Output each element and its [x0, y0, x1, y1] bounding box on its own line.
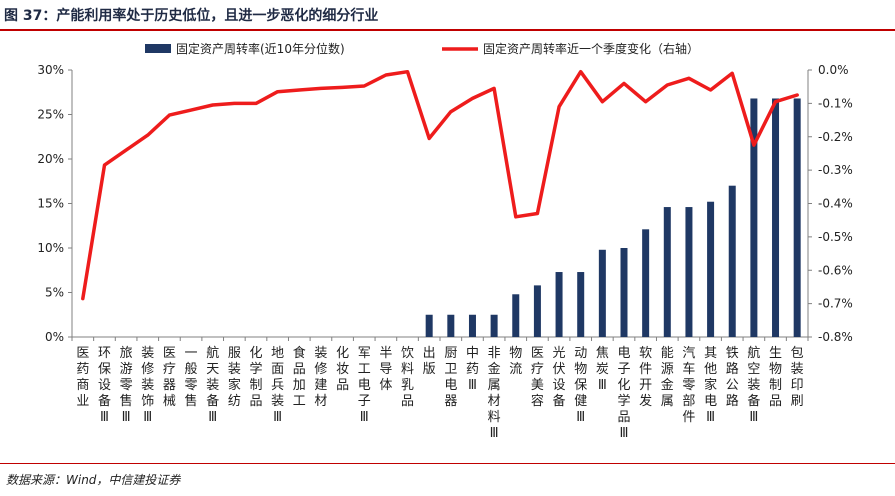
x-category-label: 服装家纺: [228, 346, 241, 409]
bar: [533, 285, 541, 337]
title-rule: [0, 29, 895, 31]
x-category-label: 焦炭 Ⅲ: [596, 346, 609, 393]
bar: [577, 272, 585, 337]
source-note: 数据来源：Wind，中信建投证券: [6, 473, 181, 487]
x-category-label: 化学制品: [249, 346, 262, 409]
bar: [425, 314, 433, 337]
x-category-label: 光伏设备: [553, 346, 566, 409]
right-tick-label: -0.1%: [818, 96, 853, 110]
bar: [685, 207, 693, 337]
bar: [447, 314, 455, 337]
x-category-label: 生物制品: [769, 346, 782, 409]
x-category-label: 航天装备 Ⅲ: [206, 345, 219, 425]
x-category-label: 软件开发: [639, 346, 652, 409]
right-tick-label: 0.0%: [818, 63, 849, 77]
right-tick-label: -0.7%: [818, 297, 853, 311]
x-category-label: 医疗器械: [163, 346, 176, 409]
x-category-label: 军工电子 Ⅲ: [358, 346, 371, 425]
x-category-label: 中药 Ⅲ: [466, 346, 479, 393]
x-category-label: 饮料乳品: [401, 346, 414, 409]
right-tick-label: -0.4%: [818, 197, 853, 211]
legend-bar-swatch: [145, 44, 171, 53]
x-category-label: 一般零售: [185, 346, 198, 409]
x-category-label: 旅游零售 Ⅲ: [120, 346, 133, 425]
x-category-label: 环保设备 Ⅲ: [98, 346, 111, 425]
x-category-label: 汽车零部件: [682, 346, 695, 425]
x-category-label: 非金属材料 Ⅲ: [488, 346, 501, 441]
bar: [598, 249, 606, 337]
axes-group: 0% 5% 10% 15% 20% 25% 30% 0.0% -0.1% -0.2% -0.3% -0…: [37, 63, 853, 344]
x-category-label: 装修装饰 Ⅲ: [141, 346, 154, 425]
x-category-label: 能源金属: [661, 346, 674, 409]
x-category-label: 其他家电 Ⅲ: [704, 346, 717, 425]
left-tick-label: 20%: [37, 152, 64, 166]
x-category-label: 电子化学品 Ⅲ: [617, 346, 630, 441]
bar: [707, 201, 715, 337]
line-group: [81, 69, 799, 301]
legend-line-label: 固定资产周转率近一个季度变化（右轴）: [483, 41, 699, 56]
right-tick-label: -0.5%: [818, 230, 853, 244]
right-tick-label: -0.8%: [818, 330, 853, 344]
x-category-label: 厨卫电器: [444, 346, 457, 409]
bar: [468, 314, 476, 337]
left-tick-label: 10%: [37, 241, 64, 255]
bar: [512, 294, 520, 337]
right-tick-label: -0.6%: [818, 263, 853, 277]
x-category-label: 食品加工: [293, 345, 306, 409]
x-category-label: 半导体: [379, 346, 392, 393]
bar: [793, 98, 801, 337]
bars-group: [425, 98, 801, 337]
x-category-label: 物流: [509, 346, 522, 377]
left-tick-label: 15%: [37, 197, 64, 211]
x-category-label: 航空装备 Ⅲ: [747, 345, 760, 425]
bar: [555, 272, 563, 337]
x-category-label: 化妆品: [336, 346, 349, 393]
x-category-label: 医药商业: [76, 346, 89, 409]
series-line: [81, 69, 799, 301]
legend-bar-label: 固定资产周转率(近10年分位数): [176, 41, 345, 56]
x-category-label: 动物保健 Ⅲ: [574, 346, 587, 425]
right-tick-label: -0.2%: [818, 130, 853, 144]
bar: [490, 314, 498, 337]
bar: [642, 229, 650, 337]
left-tick-label: 30%: [37, 63, 64, 77]
legend: 固定资产周转率(近10年分位数) 固定资产周转率近一个季度变化（右轴）: [145, 41, 699, 56]
x-category-label: 医疗美容: [531, 346, 544, 409]
x-category-label: 包装印刷: [791, 346, 804, 409]
x-category-label: 出版: [423, 346, 436, 377]
x-category-label: 铁路公路: [726, 346, 739, 409]
left-tick-label: 25%: [37, 108, 64, 122]
bar: [772, 98, 780, 337]
bar: [750, 98, 758, 337]
bar: [663, 207, 671, 337]
bar: [728, 185, 736, 337]
left-tick-label: 5%: [45, 286, 64, 300]
figure-title: 图 37：产能利用率处于历史低位，且进一步恶化的细分行业: [4, 8, 379, 24]
right-tick-label: -0.3%: [818, 163, 853, 177]
x-category-label: 地面兵装 Ⅲ: [271, 346, 284, 425]
x-category-label: 装修建材: [314, 346, 327, 409]
left-tick-label: 0%: [45, 330, 64, 344]
bar: [620, 248, 628, 337]
source-rule: [0, 463, 895, 464]
